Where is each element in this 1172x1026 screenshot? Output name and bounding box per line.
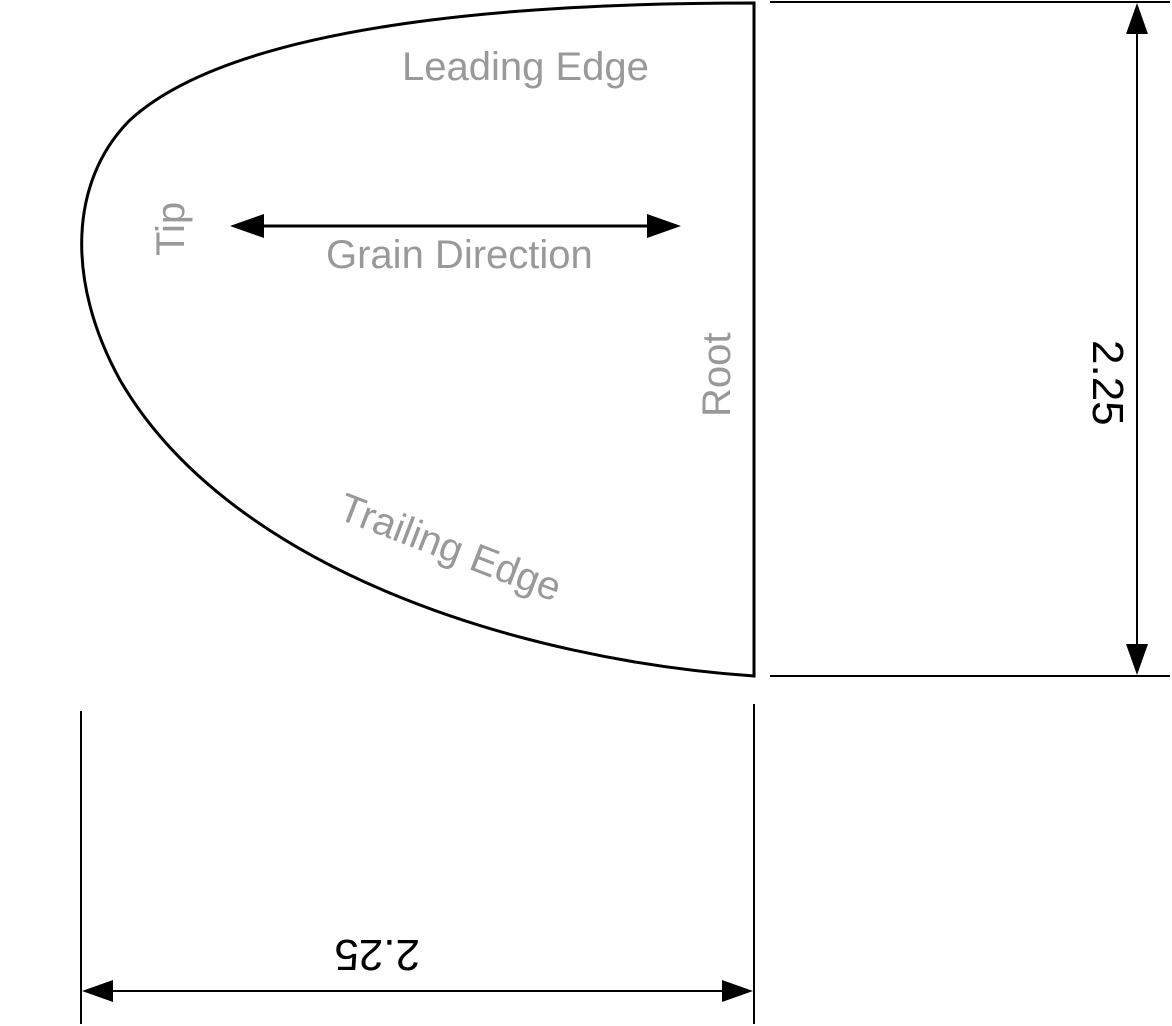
height-arrow-bottom [1126, 644, 1148, 675]
tip-label: Tip [149, 202, 193, 256]
height-dimension-value: 2.25 [1083, 340, 1132, 426]
grain-direction-label: Grain Direction [326, 233, 593, 277]
leading-edge-label: Leading Edge [402, 45, 649, 89]
height-arrow-top [1126, 3, 1148, 34]
width-dimension-value: 2.25 [334, 930, 420, 979]
trailing-edge-label: Trailing Edge [333, 485, 567, 610]
fin-outline [80, 1, 756, 678]
width-dimension: 2.25 [80, 704, 755, 1024]
grain-direction-arrow [230, 214, 681, 238]
height-dimension: 2.25 [770, 1, 1170, 677]
width-arrow-right [722, 980, 753, 1002]
width-arrow-left [82, 980, 113, 1002]
root-label: Root [695, 333, 739, 418]
